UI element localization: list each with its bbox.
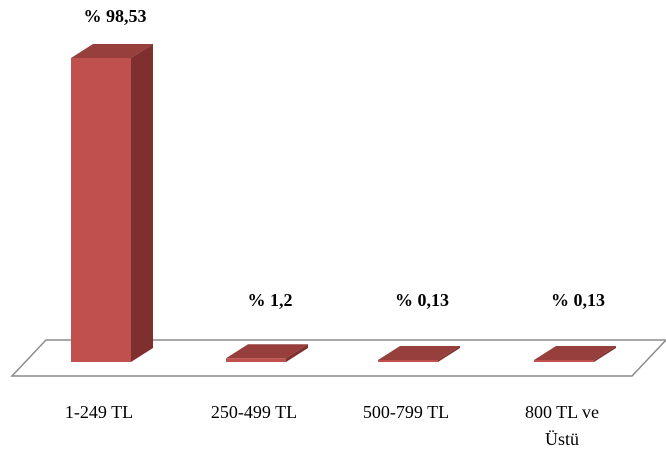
bar-front	[226, 358, 286, 362]
value-label-4: % 0,13	[551, 290, 605, 310]
bar-side	[131, 44, 153, 362]
bar-3	[378, 346, 460, 362]
value-label-3: % 0,13	[395, 290, 449, 310]
category-label-4-line-1: 800 TL ve	[525, 402, 599, 422]
bar-top	[226, 344, 308, 359]
value-label-2: % 1,2	[248, 290, 293, 310]
bar-top	[378, 346, 460, 360]
bar-side	[286, 344, 308, 362]
bar-front	[71, 58, 131, 362]
bar-1	[71, 44, 153, 362]
bar-side	[594, 346, 616, 362]
bar-4	[534, 346, 616, 362]
bar-top	[534, 346, 616, 360]
category-label-1: 1-249 TL	[65, 402, 133, 422]
bar-top	[71, 44, 153, 58]
bar-2	[226, 344, 308, 362]
value-label-1: % 98,53	[84, 6, 147, 26]
category-label-2: 250-499 TL	[211, 402, 297, 422]
chart-floor	[10, 339, 666, 377]
bar-front	[534, 360, 594, 362]
category-label-3: 500-799 TL	[363, 402, 449, 422]
category-label-4-line-2: Üstü	[545, 429, 579, 449]
bar-side	[438, 346, 460, 362]
bar-front	[378, 360, 438, 362]
